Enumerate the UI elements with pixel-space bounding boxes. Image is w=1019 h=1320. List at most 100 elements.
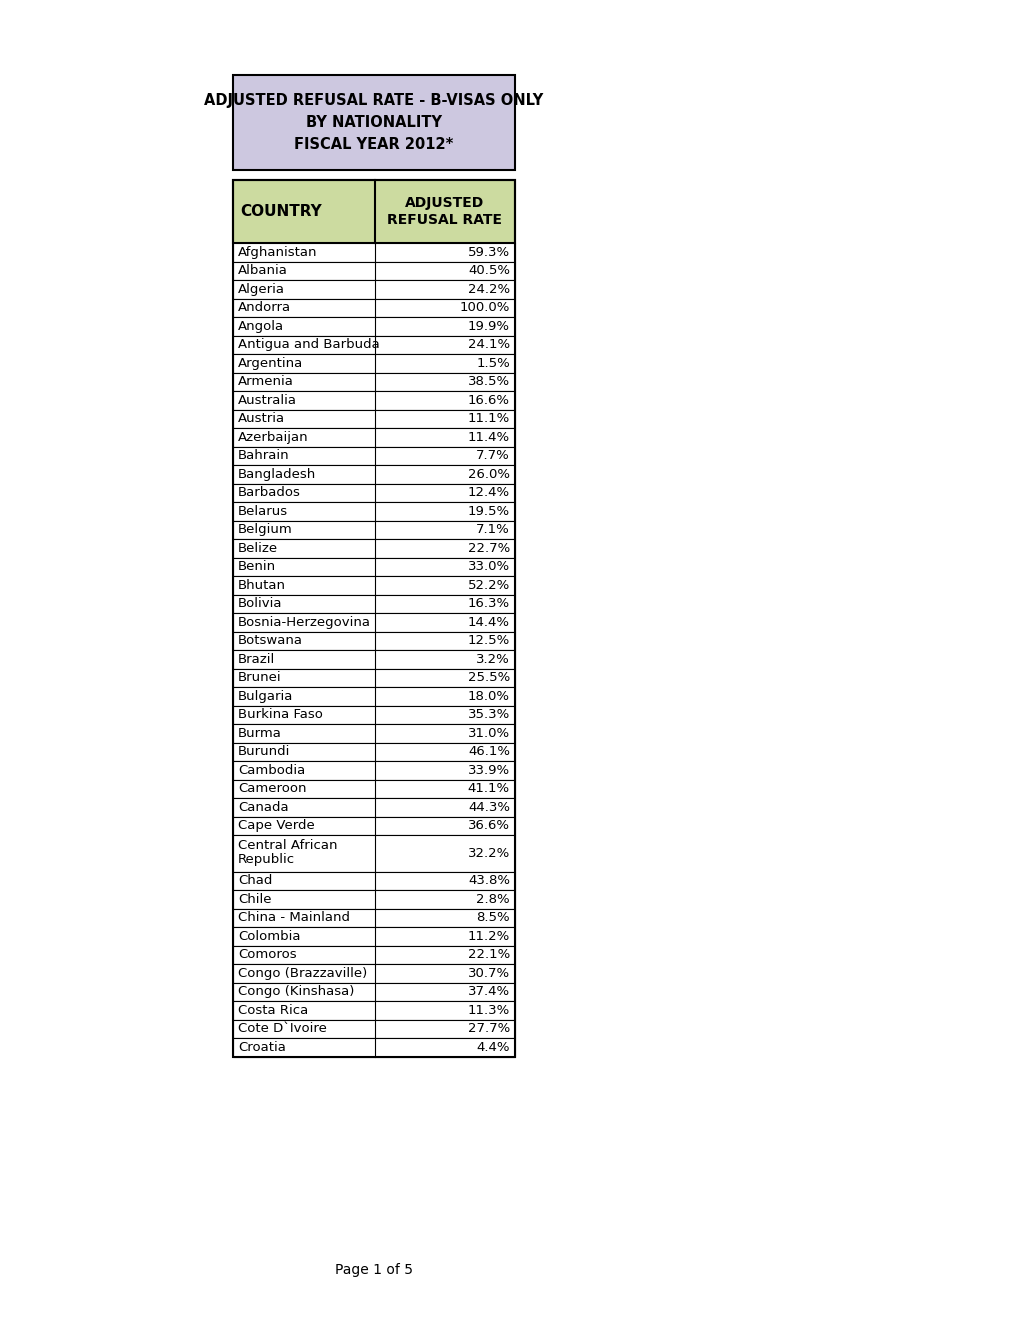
Text: Andorra: Andorra bbox=[237, 301, 290, 314]
Text: Congo (Brazzaville): Congo (Brazzaville) bbox=[237, 966, 367, 979]
Text: 30.7%: 30.7% bbox=[468, 966, 510, 979]
Text: Burma: Burma bbox=[237, 727, 281, 739]
Bar bbox=[232, 465, 515, 483]
Text: Belgium: Belgium bbox=[237, 523, 292, 536]
Text: Botswana: Botswana bbox=[237, 634, 303, 647]
Bar bbox=[232, 483, 515, 502]
Text: Cape Verde: Cape Verde bbox=[237, 820, 315, 832]
Text: Angola: Angola bbox=[237, 319, 284, 333]
Text: 44.3%: 44.3% bbox=[468, 801, 510, 813]
Bar bbox=[232, 927, 515, 945]
Text: Republic: Republic bbox=[237, 853, 294, 866]
Text: Barbados: Barbados bbox=[237, 486, 301, 499]
Bar bbox=[232, 372, 515, 391]
Text: Bangladesh: Bangladesh bbox=[237, 467, 316, 480]
Bar bbox=[232, 354, 515, 372]
Text: Afghanistan: Afghanistan bbox=[237, 246, 317, 259]
Text: Cameroon: Cameroon bbox=[237, 783, 306, 795]
Text: 16.3%: 16.3% bbox=[468, 597, 510, 610]
Text: 19.5%: 19.5% bbox=[468, 504, 510, 517]
Bar bbox=[232, 964, 515, 982]
Bar bbox=[232, 409, 515, 428]
Text: Brazil: Brazil bbox=[237, 653, 275, 665]
Text: 38.5%: 38.5% bbox=[468, 375, 510, 388]
Text: Bolivia: Bolivia bbox=[237, 597, 282, 610]
Bar bbox=[232, 1019, 515, 1038]
Bar bbox=[232, 649, 515, 668]
Text: Central African: Central African bbox=[237, 840, 337, 853]
Text: 33.9%: 33.9% bbox=[468, 764, 510, 776]
Text: 22.1%: 22.1% bbox=[468, 948, 510, 961]
Bar bbox=[232, 871, 515, 890]
Text: 8.5%: 8.5% bbox=[476, 911, 510, 924]
Text: 11.1%: 11.1% bbox=[468, 412, 510, 425]
Text: 7.1%: 7.1% bbox=[476, 523, 510, 536]
Bar bbox=[232, 742, 515, 762]
Bar bbox=[232, 446, 515, 465]
Text: 19.9%: 19.9% bbox=[468, 319, 510, 333]
Text: 35.3%: 35.3% bbox=[468, 709, 510, 721]
Text: China - Mainland: China - Mainland bbox=[237, 911, 350, 924]
Text: Bhutan: Bhutan bbox=[237, 578, 285, 591]
Text: Costa Rica: Costa Rica bbox=[237, 1003, 308, 1016]
Bar bbox=[232, 576, 515, 594]
Bar bbox=[232, 631, 515, 649]
Text: Cambodia: Cambodia bbox=[237, 764, 305, 776]
Text: 1.5%: 1.5% bbox=[476, 356, 510, 370]
Text: 24.2%: 24.2% bbox=[468, 282, 510, 296]
Bar bbox=[232, 799, 515, 817]
Text: 40.5%: 40.5% bbox=[468, 264, 510, 277]
Bar bbox=[232, 180, 515, 1056]
Bar bbox=[232, 686, 515, 705]
Text: 2.8%: 2.8% bbox=[476, 892, 510, 906]
Bar bbox=[232, 557, 515, 576]
Text: 27.7%: 27.7% bbox=[468, 1022, 510, 1035]
Text: 33.0%: 33.0% bbox=[468, 560, 510, 573]
Text: Benin: Benin bbox=[237, 560, 276, 573]
Bar bbox=[232, 612, 515, 631]
Text: 22.7%: 22.7% bbox=[468, 541, 510, 554]
Text: 46.1%: 46.1% bbox=[468, 746, 510, 758]
Bar bbox=[232, 539, 515, 557]
Text: Comoros: Comoros bbox=[237, 948, 297, 961]
Bar bbox=[232, 762, 515, 780]
Text: 43.8%: 43.8% bbox=[468, 874, 510, 887]
Text: Bosnia-Herzegovina: Bosnia-Herzegovina bbox=[237, 615, 371, 628]
Text: Algeria: Algeria bbox=[237, 282, 284, 296]
Text: Colombia: Colombia bbox=[237, 929, 301, 942]
Text: Bahrain: Bahrain bbox=[237, 449, 289, 462]
Bar bbox=[232, 243, 515, 261]
Bar bbox=[232, 945, 515, 964]
Text: Brunei: Brunei bbox=[237, 672, 281, 684]
Text: 11.3%: 11.3% bbox=[468, 1003, 510, 1016]
Text: Chad: Chad bbox=[237, 874, 272, 887]
Bar bbox=[232, 668, 515, 686]
Text: 7.7%: 7.7% bbox=[476, 449, 510, 462]
Text: 31.0%: 31.0% bbox=[468, 727, 510, 739]
Text: Page 1 of 5: Page 1 of 5 bbox=[334, 1263, 413, 1276]
Text: 18.0%: 18.0% bbox=[468, 690, 510, 702]
Bar bbox=[232, 261, 515, 280]
Bar bbox=[232, 594, 515, 612]
Text: 24.1%: 24.1% bbox=[468, 338, 510, 351]
Text: Belize: Belize bbox=[237, 541, 278, 554]
Text: Belarus: Belarus bbox=[237, 504, 287, 517]
Text: Austria: Austria bbox=[237, 412, 285, 425]
Bar bbox=[232, 780, 515, 799]
Text: ADJUSTED
REFUSAL RATE: ADJUSTED REFUSAL RATE bbox=[387, 195, 502, 227]
Text: 14.4%: 14.4% bbox=[468, 615, 510, 628]
Bar bbox=[232, 1001, 515, 1019]
Text: Australia: Australia bbox=[237, 393, 297, 407]
Text: 59.3%: 59.3% bbox=[468, 246, 510, 259]
Bar bbox=[232, 817, 515, 836]
Text: Azerbaijan: Azerbaijan bbox=[237, 430, 309, 444]
Text: Congo (Kinshasa): Congo (Kinshasa) bbox=[237, 985, 354, 998]
Text: 37.4%: 37.4% bbox=[468, 985, 510, 998]
Text: COUNTRY: COUNTRY bbox=[239, 205, 321, 219]
Text: Argentina: Argentina bbox=[237, 356, 303, 370]
Bar bbox=[232, 502, 515, 520]
Text: 4.4%: 4.4% bbox=[476, 1040, 510, 1053]
Bar bbox=[232, 890, 515, 908]
Text: Albania: Albania bbox=[237, 264, 287, 277]
Bar bbox=[232, 982, 515, 1001]
